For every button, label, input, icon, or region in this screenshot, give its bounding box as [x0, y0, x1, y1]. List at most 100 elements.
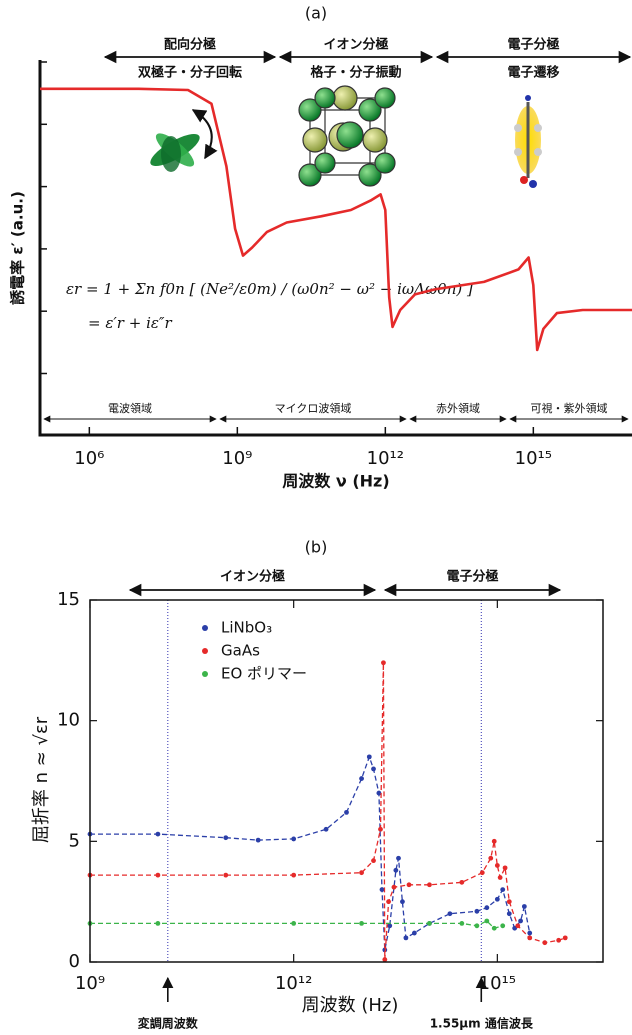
- data-point: [396, 855, 401, 861]
- legend-marker: [202, 625, 208, 631]
- legend-label: LiNbO₃: [221, 619, 272, 637]
- y-tick-label: 15: [57, 589, 80, 610]
- polarization-mechanism: 双極子・分子回転: [138, 65, 242, 81]
- data-point: [378, 826, 383, 832]
- data-point: [521, 904, 527, 909]
- data-point: [382, 957, 388, 962]
- data-point: [379, 887, 385, 892]
- data-point: [155, 872, 161, 878]
- data-point: [459, 879, 465, 885]
- data-point: [494, 863, 500, 868]
- dipole-icon: [150, 109, 218, 172]
- data-point: [427, 920, 432, 926]
- y-tick-label: 5: [69, 830, 80, 851]
- data-point: [371, 858, 376, 864]
- legend-label: EO ポリマー: [221, 665, 307, 683]
- data-point: [291, 920, 297, 926]
- polarization-name: イオン分極: [220, 569, 285, 585]
- data-point: [323, 826, 329, 832]
- equation: εr = 1 + Σn f0n [ (Ne²/ε0m) / (ω0n² − ω²…: [66, 280, 473, 298]
- legend-label: GaAs: [221, 642, 260, 660]
- data-point: [255, 837, 261, 843]
- y-tick-label: 0: [69, 951, 80, 972]
- series-line: [90, 920, 503, 929]
- data-point: [381, 660, 386, 666]
- data-point: [223, 835, 229, 841]
- polarization-mechanism: 電子遷移: [507, 65, 559, 81]
- polarization-name: イオン分極: [323, 37, 388, 53]
- x-axis-label: 周波数 ν (Hz): [282, 472, 389, 491]
- x-tick-label: 10¹⁵: [515, 448, 552, 469]
- data-point: [479, 870, 485, 876]
- plot-frame: [89, 599, 604, 963]
- data-point: [359, 776, 364, 781]
- series-line: [90, 756, 531, 951]
- data-point: [491, 925, 497, 931]
- data-point: [400, 899, 405, 905]
- data-point: [491, 838, 497, 844]
- data-point: [500, 887, 506, 892]
- data-point: [155, 831, 161, 837]
- x-tick-label: 10⁶: [74, 448, 104, 469]
- data-point: [515, 923, 521, 929]
- data-point: [474, 923, 480, 929]
- data-point: [506, 911, 512, 917]
- data-point: [459, 920, 465, 926]
- data-point: [506, 899, 512, 905]
- data-point: [542, 940, 548, 946]
- data-point: [376, 790, 382, 796]
- data-point: [387, 923, 393, 929]
- data-point: [291, 872, 297, 878]
- legend-marker: [202, 648, 208, 654]
- data-point: [359, 870, 364, 876]
- data-point: [391, 884, 397, 890]
- equation: = ε′r + iε″r: [88, 314, 173, 332]
- data-point: [403, 935, 409, 941]
- panel-label: (b): [305, 538, 328, 557]
- data-point: [527, 935, 533, 941]
- reference-label: 変調周波数: [138, 1016, 199, 1031]
- series-line: [90, 662, 566, 961]
- data-point: [502, 865, 508, 871]
- polarization-name: 電子分極: [507, 37, 559, 53]
- x-tick-label: 10¹²: [367, 448, 404, 469]
- data-point: [447, 911, 453, 917]
- data-point: [344, 809, 349, 815]
- lattice-icon: [298, 85, 396, 187]
- reference-label: 1.55μm 通信波長: [430, 1016, 534, 1031]
- x-tick-label: 10⁹: [75, 973, 105, 994]
- data-point: [484, 918, 490, 924]
- region-label: 可視・紫外領域: [531, 401, 608, 415]
- data-point: [359, 920, 364, 926]
- data-point: [371, 766, 376, 772]
- data-point: [494, 896, 500, 902]
- polarization-name: 電子分極: [446, 569, 498, 585]
- data-point: [291, 836, 297, 842]
- y-axis-label: 屈折率 n ≈ √εr: [31, 716, 52, 843]
- x-axis-label: 周波数 (Hz): [302, 995, 399, 1016]
- data-point: [518, 918, 523, 924]
- data-point: [500, 923, 506, 929]
- data-point: [527, 930, 533, 936]
- data-point: [366, 754, 372, 760]
- x-tick-label: 10¹²: [275, 973, 312, 994]
- y-tick-label: 10: [57, 710, 80, 731]
- data-point: [155, 920, 161, 926]
- polarization-name: 配向分極: [164, 37, 216, 53]
- data-point: [411, 930, 417, 936]
- data-point: [223, 872, 229, 878]
- x-tick-label: 10⁹: [222, 448, 252, 469]
- data-point: [406, 882, 412, 888]
- data-point: [488, 855, 494, 861]
- series-line: [40, 87, 632, 352]
- data-point: [386, 899, 391, 905]
- molecule-icon: [514, 95, 542, 188]
- y-axis-label: 誘電率 ε′ (a.u.): [9, 191, 27, 305]
- data-point: [497, 875, 503, 880]
- data-point: [474, 908, 480, 914]
- x-tick-label: 10¹⁵: [479, 973, 516, 994]
- data-point: [556, 937, 562, 943]
- data-point: [562, 935, 568, 941]
- polarization-mechanism: 格子・分子振動: [310, 65, 401, 81]
